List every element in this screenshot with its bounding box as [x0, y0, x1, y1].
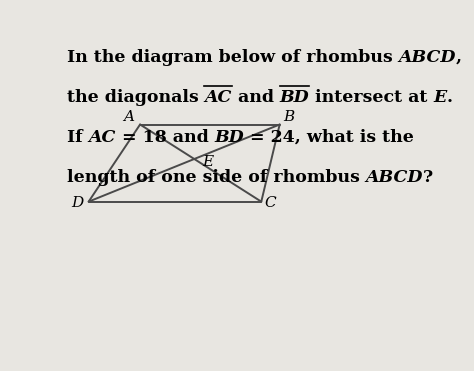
Text: = 24, what is the: = 24, what is the: [244, 129, 414, 146]
Text: E: E: [434, 89, 447, 106]
Text: BD: BD: [214, 129, 244, 146]
Text: = 18 and: = 18 and: [116, 129, 214, 146]
Text: If: If: [66, 129, 88, 146]
Text: A: A: [124, 110, 135, 124]
Text: the diagonals: the diagonals: [66, 89, 204, 106]
Text: intersect at: intersect at: [310, 89, 434, 106]
Text: ABCD: ABCD: [398, 49, 456, 66]
Text: C: C: [264, 196, 276, 210]
Text: ?: ?: [423, 169, 433, 186]
Text: AC: AC: [88, 129, 116, 146]
Text: ,: ,: [456, 49, 462, 66]
Text: In the diagram below of rhombus: In the diagram below of rhombus: [66, 49, 398, 66]
Text: length of one side of rhombus: length of one side of rhombus: [66, 169, 365, 186]
Text: BD: BD: [280, 89, 310, 106]
Text: ABCD: ABCD: [365, 169, 423, 186]
Text: AC: AC: [204, 89, 232, 106]
Text: B: B: [283, 110, 294, 124]
Text: E: E: [202, 155, 214, 169]
Text: .: .: [447, 89, 453, 106]
Text: and: and: [232, 89, 280, 106]
Text: D: D: [72, 196, 84, 210]
